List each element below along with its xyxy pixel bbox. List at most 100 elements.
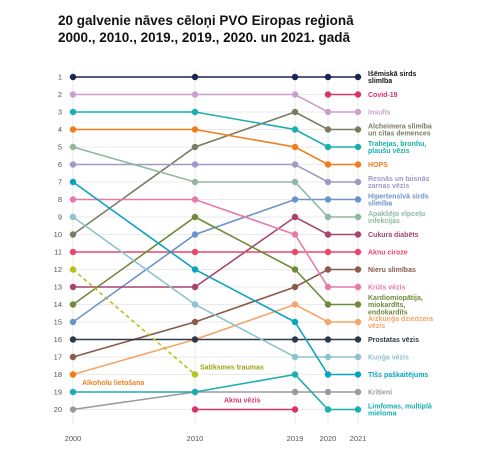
data-point — [191, 231, 199, 238]
data-point — [354, 318, 362, 326]
data-point — [191, 213, 199, 221]
series-label-line: plaušu vēzis — [368, 148, 410, 155]
rank-tick-label: 3 — [58, 108, 62, 117]
data-point — [354, 336, 362, 343]
series-label: Krūts vēzis — [368, 285, 405, 292]
data-point — [354, 231, 362, 238]
data-point — [191, 318, 199, 326]
series-label: Limfomas, multiplā mieloma — [368, 404, 432, 418]
year-tick-label: 2020 — [320, 434, 337, 443]
series-label-line: Insults — [368, 110, 391, 117]
series-label-line: Covid-19 — [368, 92, 398, 99]
series-label: Prostatas vēzis — [368, 337, 419, 344]
series-label-line: Trahejas, bronhu, — [368, 141, 426, 148]
data-point — [191, 196, 199, 203]
series-label-line: Prostatas vēzis — [368, 337, 419, 344]
year-tick-label: 2019 — [287, 434, 304, 443]
data-point — [69, 336, 77, 343]
data-point — [354, 213, 362, 221]
series-label-line: Išēmiskā sirds — [368, 71, 416, 78]
data-point — [69, 283, 77, 291]
data-point — [354, 196, 362, 203]
data-point — [354, 91, 362, 98]
data-point — [191, 371, 199, 378]
series-label: Hipertensīvā sirds slimība — [368, 194, 429, 208]
data-point — [291, 161, 299, 168]
data-point — [191, 406, 199, 413]
data-point — [291, 231, 299, 238]
series-label: Aknu ciroze — [368, 250, 408, 257]
series-label: Išēmiskā sirds slimība — [368, 71, 416, 85]
data-point — [324, 406, 332, 413]
data-point — [69, 161, 77, 168]
series-line — [72, 111, 358, 236]
data-point — [291, 318, 299, 326]
exited-series-label: Satiksmes traumas — [200, 364, 264, 371]
data-point — [69, 318, 77, 326]
data-point — [69, 406, 77, 413]
data-point — [324, 336, 332, 343]
exited-series-label: Alkoholu lietošana — [82, 380, 144, 387]
rank-tick-label: 12 — [54, 265, 62, 274]
data-point — [69, 353, 77, 361]
data-point — [191, 283, 199, 291]
series-label-line: zarnas vēzis — [368, 183, 409, 190]
series-line — [72, 268, 358, 358]
exited-series-label: Aknu vēzis — [224, 398, 261, 405]
data-point — [291, 353, 299, 361]
series-label-line: Apakšējo elpceļu — [368, 211, 425, 218]
data-point — [291, 143, 299, 151]
data-point — [354, 388, 362, 396]
data-point — [324, 91, 332, 98]
series-label-line: Limfomas, multiplā — [368, 404, 432, 411]
data-point — [191, 161, 199, 168]
data-point — [354, 248, 362, 256]
data-point — [69, 213, 77, 221]
data-point — [324, 213, 332, 221]
data-point — [324, 301, 332, 308]
series-label-line: Tīšs paškaitējums — [368, 372, 428, 379]
data-point — [291, 91, 299, 98]
data-point — [291, 388, 299, 396]
data-point — [69, 73, 77, 81]
data-point — [354, 353, 362, 361]
rank-tick-label: 14 — [54, 300, 62, 309]
data-point — [324, 73, 332, 81]
series-label-line: Alcheimera slimība — [368, 124, 432, 131]
data-point — [191, 336, 199, 343]
data-point — [324, 231, 332, 238]
series-label: Aizkuņģa dziedzera vēzis — [368, 315, 433, 330]
data-point — [191, 248, 199, 256]
series-label: Kardiomiopātija, miokardīts, endokardīts — [368, 295, 423, 316]
rank-tick-label: 8 — [58, 195, 62, 204]
data-point — [324, 266, 332, 273]
series-label-line: Aknu ciroze — [368, 250, 408, 257]
series-label: HOPS — [368, 162, 388, 169]
data-point — [291, 406, 299, 413]
rank-tick-label: 5 — [58, 143, 62, 152]
series-label-line: Cukura diabēts — [368, 232, 419, 239]
rank-tick-label: 9 — [58, 213, 62, 222]
data-point — [354, 371, 362, 378]
series-label: Apakšējo elpceļu infekcijas — [368, 211, 425, 225]
data-point — [69, 388, 77, 396]
series-label-line: Kuņģa vēzis — [368, 354, 409, 362]
data-point — [324, 283, 332, 291]
data-point — [69, 178, 77, 186]
data-point — [191, 388, 199, 396]
data-point — [354, 406, 362, 413]
series-label-line: Nieru slimības — [368, 267, 416, 274]
year-tick-label: 2000 — [65, 434, 82, 443]
rank-tick-label: 20 — [54, 405, 62, 414]
data-point — [291, 371, 299, 378]
data-point — [354, 126, 362, 133]
series-label-line: Resnās un taisnās — [368, 176, 430, 183]
series-line — [72, 198, 358, 323]
data-point — [69, 91, 77, 98]
series-line — [73, 93, 358, 113]
data-point — [69, 143, 77, 151]
data-point — [324, 178, 332, 186]
series-label: Nieru slimības — [368, 267, 416, 274]
data-point — [69, 231, 77, 238]
